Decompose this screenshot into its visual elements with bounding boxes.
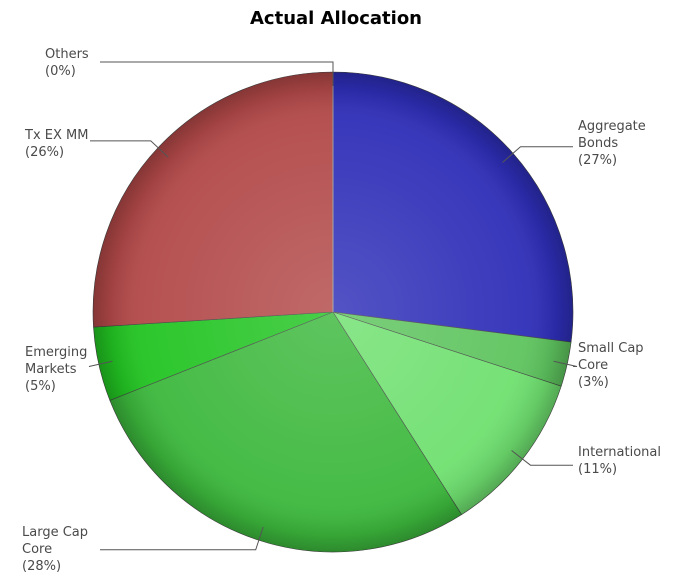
slice-name-line: Tx EX MM (24, 128, 88, 143)
leader-line-1 (553, 360, 578, 367)
slice-percent: (28%) (22, 559, 61, 574)
pie-slice-5 (92, 71, 334, 328)
slice-percent: (26%) (25, 145, 64, 160)
slice-percent: (3%) (578, 375, 609, 390)
slice-label-5: Tx EX MM (26%) (24, 128, 88, 160)
slice-percent: (0%) (45, 64, 76, 79)
slice-name-line: Core (578, 358, 608, 373)
slice-labels: Aggregate Bonds (27%) Small Cap Core (3%) Inte… (22, 47, 661, 574)
pie-slice-0 (332, 71, 574, 343)
pie-slices (92, 71, 574, 553)
slice-label-6: Others (0%) (45, 47, 89, 79)
leader-line-3 (100, 526, 264, 551)
slice-percent: (11%) (578, 462, 617, 477)
slice-name-line: Bonds (578, 136, 618, 151)
leader-line-6 (100, 61, 334, 86)
slice-label-3: Large Cap Core (28%) (22, 525, 88, 574)
slice-percent: (5%) (25, 379, 56, 394)
chart-title: Actual Allocation (250, 8, 422, 29)
slice-name-line: Aggregate (578, 119, 646, 134)
slice-label-1: Small Cap Core (3%) (578, 341, 644, 390)
slice-label-0: Aggregate Bonds (27%) (578, 119, 646, 168)
leader-line-0 (502, 146, 573, 163)
leader-line-2 (511, 450, 573, 466)
slice-name-line: Large Cap (22, 525, 88, 540)
slice-name-line: Core (22, 542, 52, 557)
slice-name-line: Small Cap (578, 341, 644, 356)
leader-line-4 (88, 360, 113, 367)
slice-name-line: Markets (25, 362, 77, 377)
slice-name-line: Others (45, 47, 89, 62)
slice-name-line: International (578, 445, 661, 460)
slice-label-4: Emerging Markets (5%) (25, 345, 87, 394)
leader-line-5 (90, 140, 169, 158)
slice-name-line: Emerging (25, 345, 87, 360)
slice-label-2: International (11%) (578, 445, 661, 477)
slice-percent: (27%) (578, 153, 617, 168)
